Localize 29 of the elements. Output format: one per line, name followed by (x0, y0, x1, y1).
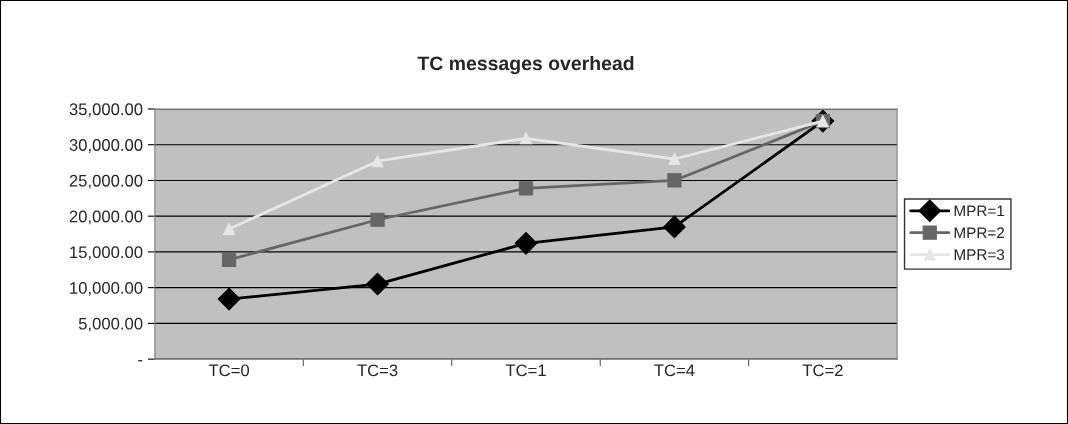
point (370, 212, 385, 227)
point (221, 252, 237, 267)
chart-title: TC messages overhead (417, 55, 634, 75)
point (663, 215, 686, 239)
legend-label: MPR=3 (954, 249, 1005, 261)
y-tick-label: 15,000.00 (70, 246, 143, 261)
point (514, 232, 538, 255)
y-tick-label: 10,000.00 (70, 282, 143, 296)
point (217, 287, 241, 311)
x-tick-label: TC=4 (654, 364, 695, 377)
y-tick-label: 5,000.00 (78, 317, 143, 332)
x-tick-label: TC=3 (357, 364, 398, 377)
point (518, 181, 534, 196)
point (223, 222, 236, 236)
x-tick-label: TC=2 (802, 364, 843, 377)
x-tick-label: TC=0 (208, 364, 250, 377)
point (519, 132, 533, 145)
y-tick-label: 25,000.00 (69, 174, 143, 189)
y-tick-label: 20,000.00 (69, 210, 143, 225)
x-tick-label: TC=1 (505, 364, 546, 377)
y-tick-label: 30,000.00 (69, 139, 143, 153)
point (667, 173, 682, 188)
legend-label: MPR=1 (954, 205, 1005, 217)
y-tick-label: - (138, 360, 143, 362)
point (371, 155, 384, 168)
point (366, 272, 389, 296)
legend-label: MPR=2 (954, 227, 1005, 238)
y-tick-label: 35,000.00 (69, 103, 143, 118)
point (668, 152, 681, 166)
